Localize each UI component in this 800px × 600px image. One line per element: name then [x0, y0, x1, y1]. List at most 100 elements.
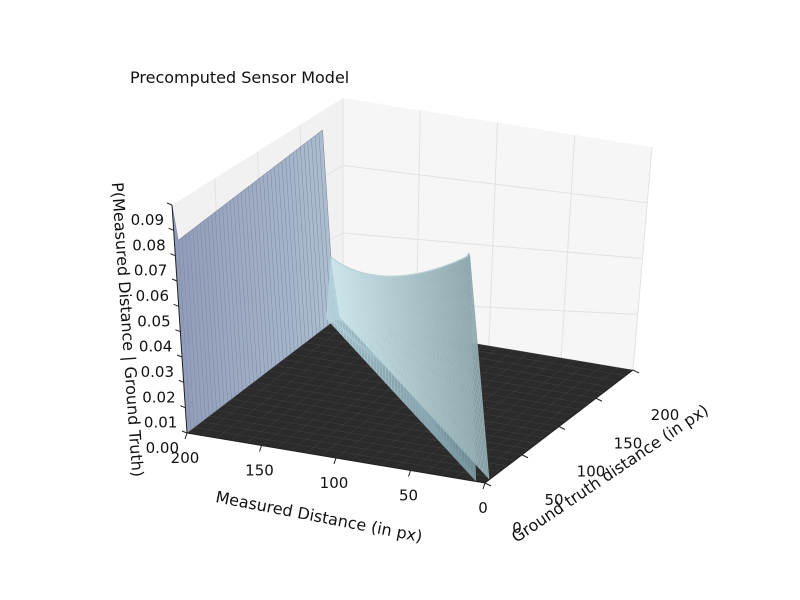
ridge-segment	[362, 272, 374, 355]
z-tick-label: 0.08	[132, 236, 165, 254]
wall-mesh-line	[207, 217, 221, 408]
wall-mesh-line	[270, 169, 284, 360]
z-tick-mark	[178, 379, 184, 383]
z-tick-label: 0.07	[134, 262, 167, 280]
ridge-segment	[404, 275, 419, 403]
ridge-segment	[466, 256, 487, 477]
wall-mesh-line	[192, 228, 206, 419]
ridge-segment	[433, 269, 451, 438]
ridge-segment	[356, 271, 368, 348]
wall-mesh-line	[185, 234, 199, 425]
axes: 0501001502000501001502000.000.010.020.03…	[131, 202, 679, 537]
ridge-segment	[400, 275, 415, 399]
wall-mesh-line	[300, 146, 314, 337]
ridge-segment	[468, 253, 490, 480]
z-tick-mark	[168, 227, 174, 231]
ridge-segment	[438, 267, 457, 444]
x-tick-label: 50	[399, 487, 418, 505]
ridge-segment	[445, 265, 464, 452]
wall-mesh-line	[281, 161, 295, 352]
y-tick-label: 50	[544, 491, 563, 509]
ridge-crest	[330, 252, 471, 277]
ridge-segment	[333, 259, 344, 322]
ridge-segment	[352, 269, 364, 343]
ridge-segment	[382, 276, 395, 377]
wall-mesh-line	[292, 152, 306, 343]
max-range-wall	[171, 129, 336, 434]
ridge-segment	[464, 257, 485, 475]
y-tick-mark	[595, 397, 603, 402]
ridge-segment	[437, 268, 455, 443]
ridge-segment	[361, 272, 373, 353]
ridge-segment	[441, 266, 460, 447]
wall-mesh-line	[274, 166, 288, 357]
ridge-segment	[422, 272, 439, 425]
ridge-segment	[366, 273, 379, 359]
ridge-segment	[386, 276, 400, 382]
ridge-segment	[393, 276, 407, 390]
ridge-segment	[380, 275, 394, 376]
z-tick-label: 0.00	[146, 439, 179, 457]
ridge-segment	[447, 264, 466, 454]
z-axis-line	[171, 204, 188, 434]
ridge-segment	[403, 275, 418, 402]
ridge-segment	[348, 267, 359, 338]
ridge-segment	[426, 271, 443, 430]
ridge-segment	[394, 276, 409, 392]
ridge-segment	[427, 270, 445, 431]
ridge-segment	[373, 275, 386, 368]
wall-mesh-line	[200, 223, 214, 414]
ridge-segment	[354, 270, 365, 345]
x-tick-mark	[333, 457, 337, 465]
ridge-segment	[463, 257, 484, 474]
ridge-segment	[405, 275, 421, 405]
z-tick-label: 0.06	[136, 287, 169, 305]
ridge-segment	[330, 256, 341, 319]
ridge-segment	[408, 274, 424, 408]
y-tick-mark	[558, 426, 566, 430]
ridge-segment	[410, 274, 425, 410]
wall-mesh-line	[307, 141, 321, 332]
ridge-segment	[342, 264, 353, 332]
y-tick-mark	[632, 369, 640, 374]
ridge-segment	[392, 276, 406, 389]
ridge-segment	[459, 259, 479, 469]
probability-surface	[171, 129, 634, 484]
ridge-segment	[345, 266, 356, 335]
x-tick-label: 200	[171, 449, 200, 467]
ridge-segment	[363, 273, 376, 356]
wall-mesh-line	[303, 144, 317, 335]
ridge-segment	[449, 263, 469, 457]
ridge-segment	[442, 266, 461, 449]
wall-mesh-line	[244, 189, 258, 380]
z-tick-mark	[166, 202, 173, 206]
ridge-segment	[339, 263, 350, 328]
z-tick-mark	[180, 405, 186, 409]
wall-mesh-line	[248, 186, 262, 377]
ridge-segment	[452, 262, 472, 461]
ridge-segment	[416, 273, 433, 418]
wall-mesh-line	[251, 183, 265, 374]
z-tick-mark	[173, 303, 179, 307]
ridge-segment	[430, 270, 448, 434]
ridge-segment	[432, 269, 449, 436]
ridge-segment	[359, 272, 371, 351]
ridge-segment	[456, 260, 476, 465]
ridge-segment	[429, 270, 446, 433]
ridge-segment	[434, 268, 452, 439]
ridge-segment	[346, 267, 358, 337]
ridge-segment	[371, 274, 383, 364]
wall-mesh-line	[259, 178, 273, 369]
floor-mesh-line	[201, 322, 350, 436]
z-tick-label: 0.04	[139, 338, 172, 356]
wall-mesh-line	[177, 240, 191, 431]
ridge-segment	[390, 276, 404, 387]
ridge-segment	[338, 262, 349, 327]
wall-mesh-line	[189, 231, 203, 422]
wall-mesh-line	[181, 237, 195, 428]
ridge-segment	[453, 261, 473, 462]
x-tick-mark	[259, 445, 262, 452]
ridge-segment	[461, 258, 482, 472]
wall-mesh-line	[222, 206, 236, 397]
